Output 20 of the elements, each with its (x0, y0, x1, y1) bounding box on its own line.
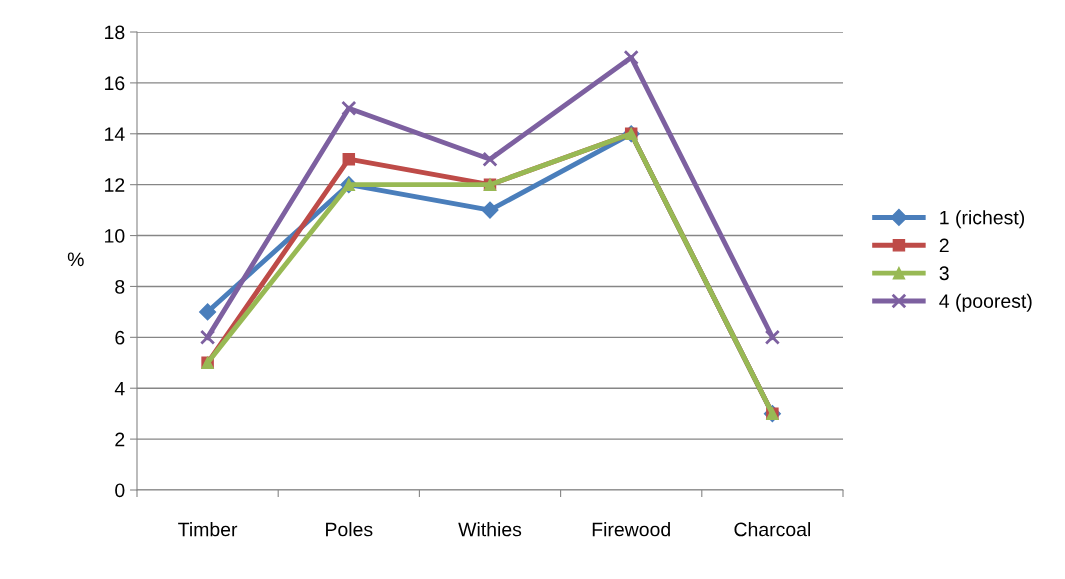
y-tick-label: 8 (115, 279, 125, 294)
x-tick-label: Firewood (592, 522, 670, 537)
y-tick-label: 0 (115, 483, 125, 498)
y-tick-label: 12 (105, 178, 125, 192)
y-tick-label: 2 (115, 432, 125, 447)
y-tick-label: 16 (105, 76, 125, 91)
y-axis-title: % (67, 252, 84, 267)
y-tick-label: 14 (105, 127, 125, 141)
y-tick-label: 6 (115, 330, 125, 345)
y-tick-label: 18 (105, 25, 125, 40)
legend-label: 4 (poorest) (939, 293, 1032, 312)
y-tick-label: 4 (114, 381, 125, 396)
x-tick-label: Charcoal (734, 522, 811, 537)
legend-label: 2 (939, 238, 949, 253)
x-tick-label: Withies (458, 522, 522, 537)
legend-label: 1 (richest) (940, 210, 1025, 229)
x-tick-label: Poles (326, 522, 373, 537)
x-tick-label: Timber (178, 522, 238, 537)
legend-label: 3 (939, 266, 949, 281)
y-tick-label: 10 (105, 229, 125, 243)
